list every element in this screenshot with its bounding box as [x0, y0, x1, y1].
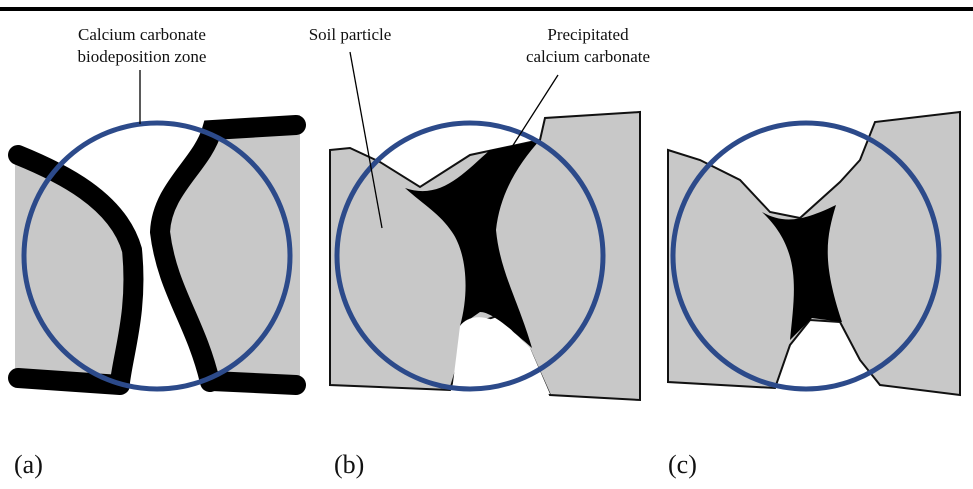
biodeposition-zone	[21, 120, 293, 392]
leader-line	[509, 74, 559, 151]
annotation: Precipitated	[547, 25, 629, 44]
precipitate	[405, 140, 540, 348]
panel-c	[667, 110, 961, 397]
annotation: calcium carbonate	[526, 47, 650, 66]
precipitate	[762, 205, 842, 340]
biodeposition-zone	[670, 120, 942, 392]
biodeposition-zone	[334, 120, 606, 392]
annotation: Soil particle	[309, 25, 392, 44]
precipitate	[202, 371, 306, 395]
panel-label: (c)	[668, 450, 697, 479]
panel-label: (a)	[14, 450, 43, 479]
annotation: Calcium carbonate	[78, 25, 206, 44]
soil-particle	[158, 115, 300, 383]
precipitate	[149, 115, 306, 392]
panel-b	[329, 110, 641, 402]
panel-a	[8, 115, 306, 395]
precipitate	[8, 368, 130, 395]
leader-line	[349, 51, 383, 229]
annotation: biodeposition zone	[78, 47, 207, 66]
panel-label: (b)	[334, 450, 364, 479]
precipitate	[8, 145, 144, 392]
